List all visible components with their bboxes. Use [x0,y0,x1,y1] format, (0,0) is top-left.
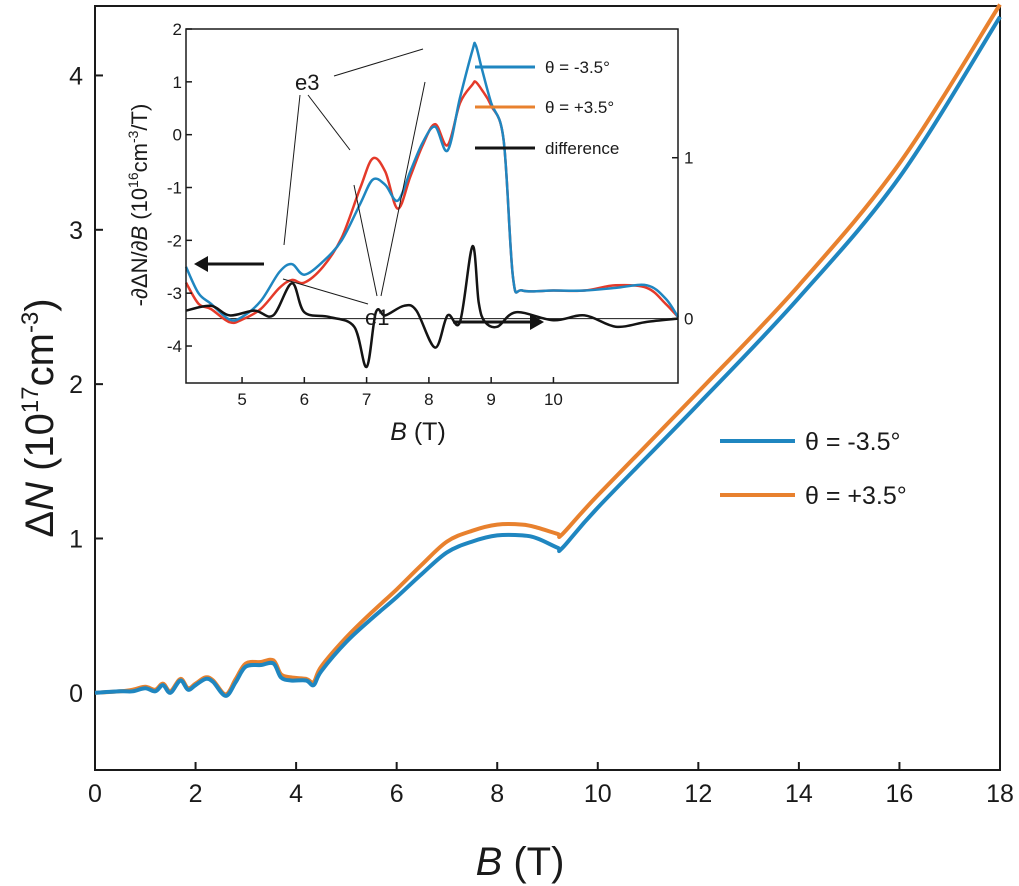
e3-leader-1 [283,94,301,246]
main-y-tick-label-3: 3 [69,217,83,245]
inset-y-tick-left-label-6: 2 [173,20,182,39]
inset-y-label-part1: -∂ΔN/∂ [127,240,152,306]
main-legend-label-2: θ = +3.5° [805,482,907,510]
main-lines [94,3,1002,698]
main-x-tick-label-2: 4 [289,780,303,808]
left-axis-arrow [194,256,264,272]
main-x-label-rest: (T) [502,840,564,884]
main-y-label-mid: cm [18,333,62,386]
inset-y-tick-left-label-3: -1 [167,179,182,198]
inset-y-tick-left-label-4: 0 [173,126,182,145]
main-legend-label-1: θ = -3.5° [805,428,900,456]
main-x-tick-label-4: 8 [490,780,504,808]
main-x-tick-label-9: 18 [986,780,1014,808]
inset-series-line-0 [184,41,680,322]
inset-x-tick-label-1: 6 [300,390,309,409]
main-y-label-exp1: 17 [17,386,44,413]
main-y-tick-label-2: 2 [69,371,83,399]
annotation-e3: e3 [295,70,319,95]
inset-x-axis-label: B (T) [390,418,446,446]
inset-frame [185,28,679,384]
inset-x-tick-label-2: 7 [362,390,371,409]
main-series-line-0 [94,15,1002,698]
e1-leader-1 [282,278,369,305]
main-y-label-exp2: -3 [17,312,44,333]
main-x-axis-label: B (T) [476,840,565,884]
e1-leader-2 [353,184,378,297]
inset-ticks: 5 6 7 8 9 10 -4 -3 -2 -1 0 1 2 0 1 [167,20,694,409]
inset-x-tick-label-4: 9 [486,390,495,409]
inset-y-tick-left-label-0: -4 [167,337,182,356]
inset-annotations [282,48,426,305]
main-x-tick-label-1: 2 [189,780,203,808]
inset-y-label-italic: B [127,226,152,241]
inset-legend-label-2: θ = +3.5° [545,98,614,117]
main-x-tick-label-8: 16 [886,780,914,808]
inset-y-tick-left-label-2: -2 [167,231,182,250]
e3-leader-3 [333,48,424,77]
inset-y-label-rest: (10 [127,188,152,226]
main-y-tick-label-1: 1 [69,525,83,553]
inset-series-line-2 [185,244,679,369]
inset-background [186,29,678,383]
right-axis-arrow [453,314,544,330]
main-x-label-italic: B [476,840,503,884]
inset-lines [184,41,680,369]
main-x-tick-label-6: 12 [684,780,712,808]
main-x-tick-label-0: 0 [88,780,102,808]
main-y-label-italic: N [18,482,62,511]
main-y-label-delta: Δ [18,511,62,538]
inset-y-axis-label: -∂ΔN/∂B (1016cm-3/T) [125,104,152,307]
main-legend: θ = -3.5° θ = +3.5° [720,428,907,510]
inset-x-label-rest: (T) [407,418,446,446]
inset-legend-label-3: difference [545,139,619,158]
inset-x-tick-label-0: 5 [237,390,246,409]
inset-y-tick-left-label-1: -3 [167,284,182,303]
main-y-tick-label-0: 0 [69,680,83,708]
main-y-axis-label: ΔN (1017cm-3) [17,298,62,537]
inset-y-label-exp1: 16 [125,172,141,188]
main-y-label-close: ) [18,298,62,311]
inset-y-tick-right-label-1: 1 [684,149,693,168]
inset-x-tick-label-5: 10 [544,390,563,409]
main-x-tick-label-3: 6 [390,780,404,808]
main-x-tick-label-7: 14 [785,780,813,808]
annotation-e1: e1 [365,305,389,330]
main-y-tick-label-4: 4 [69,62,83,90]
inset-y-tick-left-label-5: 1 [173,73,182,92]
inset-y-label-exp2: -3 [125,130,141,143]
e1-leader-3 [380,81,426,297]
main-plot-frame [94,5,1001,771]
main-y-label-rest: (10 [18,413,62,482]
inset-legend-label-1: θ = -3.5° [545,58,610,77]
e3-leader-2 [307,94,351,151]
inset-legend: θ = -3.5° θ = +3.5° difference [475,58,619,158]
inset-y-label-close: /T) [127,104,152,131]
inset-y-tick-right-label-0: 0 [684,310,693,329]
main-x-tick-label-5: 10 [584,780,612,808]
inset-x-label-italic: B [390,418,407,446]
inset-y-label-mid: cm [127,143,152,172]
inset-x-tick-label-3: 8 [424,390,433,409]
